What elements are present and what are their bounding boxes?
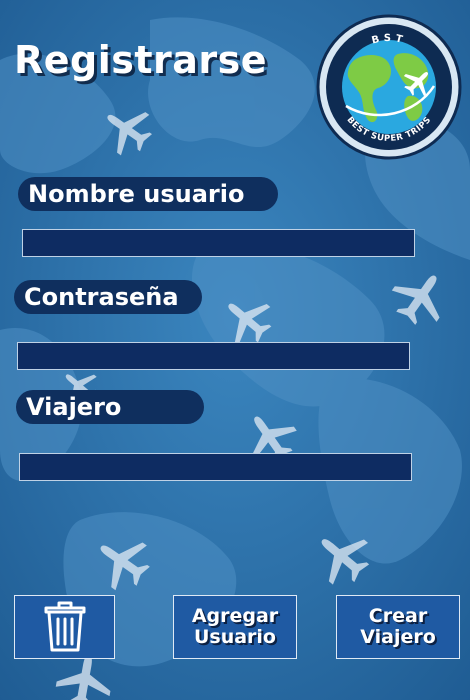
create-traveler-button[interactable]: Crear Viajero — [336, 595, 460, 659]
password-label: Contraseña — [14, 280, 202, 314]
bst-logo: BST BEST SUPER TRIPS — [316, 14, 462, 160]
username-label: Nombre usuario — [18, 177, 278, 211]
trash-icon — [44, 601, 85, 652]
delete-button[interactable] — [14, 595, 115, 659]
add-user-button-label-line2: Usuario — [193, 626, 276, 648]
username-input[interactable] — [22, 229, 415, 257]
create-traveler-button-label-line1: Crear — [368, 605, 428, 627]
add-user-button-label-line1: Agregar — [191, 605, 279, 627]
password-input[interactable] — [17, 342, 410, 370]
traveler-input[interactable] — [19, 453, 412, 481]
create-traveler-button-label-line2: Viajero — [360, 626, 436, 648]
traveler-label: Viajero — [16, 390, 204, 424]
page-title: Registrarse — [14, 38, 268, 82]
add-user-button[interactable]: Agregar Usuario — [173, 595, 297, 659]
